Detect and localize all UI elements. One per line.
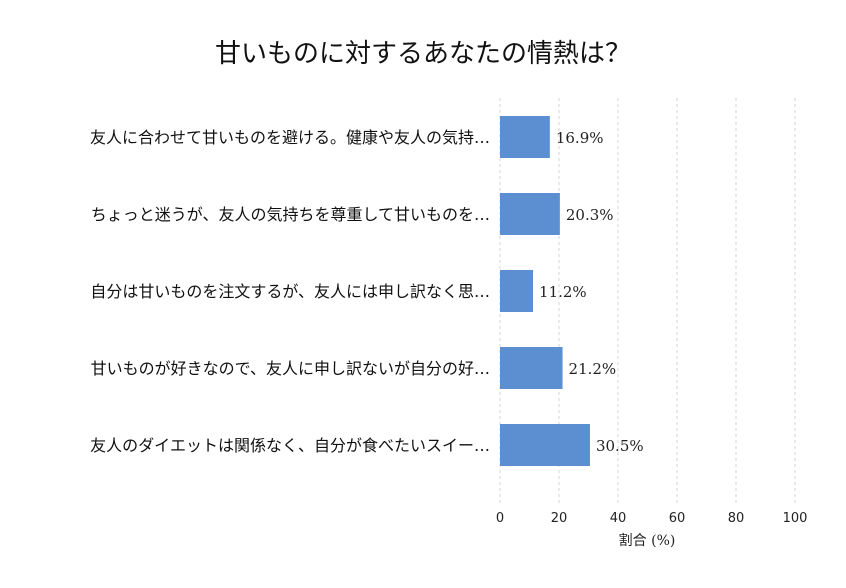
x-tick-labels: 0 20 40 60 80 100 bbox=[496, 511, 808, 526]
category-label-2: ちょっと迷うが、友人の気持ちを尊重して甘いものを… bbox=[91, 205, 490, 224]
grid-lines bbox=[499, 98, 796, 505]
value-label-4: 21.2% bbox=[569, 360, 617, 378]
category-label-3: 自分は甘いものを注文するが、友人には申し訳なく思… bbox=[90, 282, 490, 301]
x-tick-80: 80 bbox=[728, 511, 745, 526]
bar-4 bbox=[500, 347, 563, 389]
value-labels: 16.9% 20.3% 11.2% 21.2% 30.5% bbox=[539, 129, 644, 455]
bar-3 bbox=[500, 270, 534, 312]
x-tick-40: 40 bbox=[610, 511, 627, 526]
x-axis-label: 割合 (%) bbox=[619, 532, 676, 549]
bar-5 bbox=[500, 424, 590, 466]
x-tick-100: 100 bbox=[783, 511, 808, 526]
bar-2 bbox=[500, 193, 560, 235]
chart-title: 甘いものに対するあなたの情熱は？ bbox=[215, 39, 631, 69]
bar-1 bbox=[500, 116, 550, 158]
bars bbox=[500, 116, 590, 466]
category-label-5: 友人のダイエットは関係なく、自分が食べたいスイー… bbox=[90, 436, 490, 455]
category-label-4: 甘いものが好きなので、友人に申し訳ないが自分の好… bbox=[91, 359, 490, 378]
x-tick-60: 60 bbox=[669, 511, 686, 526]
value-label-3: 11.2% bbox=[539, 283, 587, 301]
value-label-1: 16.9% bbox=[556, 129, 604, 147]
value-label-5: 30.5% bbox=[596, 437, 644, 455]
value-label-2: 20.3% bbox=[566, 206, 614, 224]
x-tick-0: 0 bbox=[496, 511, 504, 526]
x-tick-20: 20 bbox=[551, 511, 568, 526]
category-label-1: 友人に合わせて甘いものを避ける。健康や友人の気持… bbox=[90, 128, 490, 147]
category-labels: 友人に合わせて甘いものを避ける。健康や友人の気持… ちょっと迷うが、友人の気持ちを… bbox=[90, 128, 490, 455]
